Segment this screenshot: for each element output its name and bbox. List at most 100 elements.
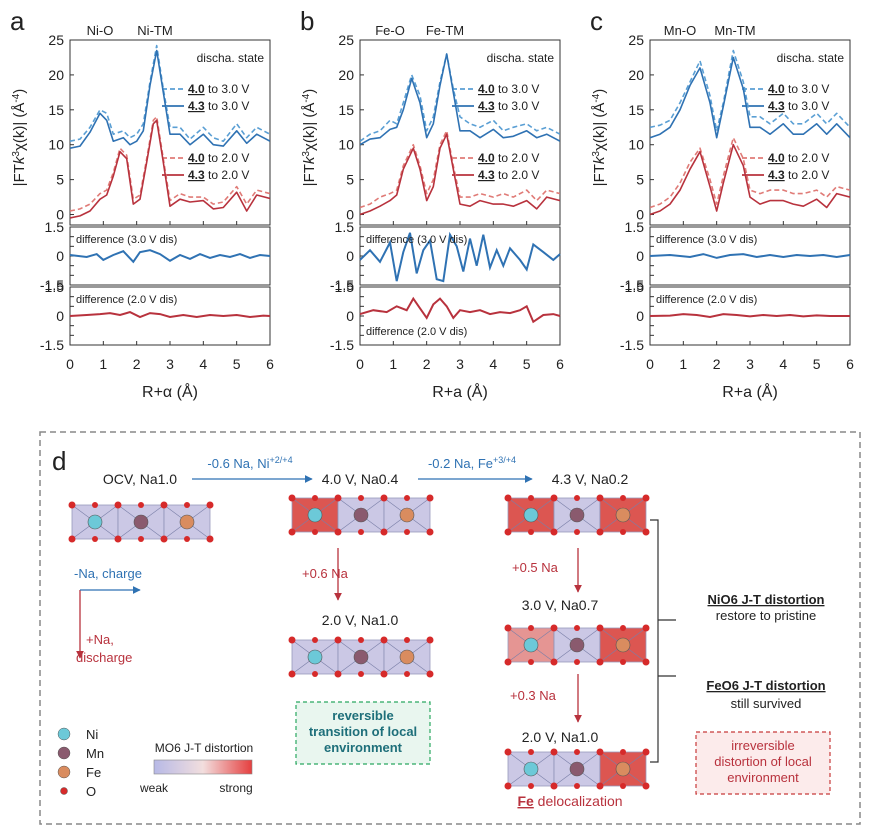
- diff-2v-line: [69, 311, 271, 319]
- element-label: Fe-TM: [426, 23, 464, 38]
- y-tick-label: -1.5: [620, 277, 644, 293]
- oxygen-atom: [596, 528, 604, 536]
- oxygen-atom: [334, 670, 342, 678]
- series-line: [650, 56, 850, 139]
- y-tick-label: 15: [338, 102, 354, 118]
- oxygen-atom: [574, 749, 580, 755]
- x-axis-label: R+α (Å): [142, 382, 198, 401]
- y-tick-label: 0: [636, 248, 644, 264]
- y-tick-label: 0: [56, 308, 64, 324]
- axis-discharge-label: discharge: [76, 650, 132, 665]
- panel-letter: b: [300, 6, 314, 36]
- x-tick-label: 4: [199, 356, 207, 372]
- oxygen-atom: [550, 748, 558, 756]
- oxygen-atom: [426, 636, 434, 644]
- panel-d-schematic: d OCV, Na1.0 4.0 V, Na0.4 4.3 V, Na0.2 2.0 V…: [39, 431, 861, 825]
- x-tick-label: 6: [846, 356, 854, 372]
- structure-2v-from-4-3v: [504, 748, 650, 790]
- diff-label: difference (3.0 V dis): [76, 234, 177, 246]
- y-tick-label: 0: [346, 207, 354, 223]
- oxygen-atom: [596, 624, 604, 632]
- oxygen-atom: [288, 670, 296, 678]
- step-label: +0.5 Na: [512, 560, 559, 575]
- oxygen-atom: [334, 528, 342, 536]
- y-tick-label: 25: [628, 32, 644, 48]
- state-label: OCV, Na1.0: [103, 471, 177, 487]
- irreversible-text: environment: [727, 770, 799, 785]
- x-tick-label: 5: [523, 356, 531, 372]
- x-tick-label: 0: [356, 356, 364, 372]
- bracket: [650, 519, 659, 763]
- x-tick-label: 2: [713, 356, 721, 372]
- y-tick-label: -1.5: [40, 337, 64, 353]
- irreversible-text: irreversible: [731, 738, 795, 753]
- metal-atom: [133, 514, 149, 530]
- legend-label: 4.0 to 2.0 V: [768, 151, 829, 165]
- oxygen-atom: [620, 659, 626, 665]
- diff-label: difference (2.0 V dis): [656, 294, 757, 306]
- element-label: Ni-O: [87, 23, 114, 38]
- atom-legend-label: Mn: [86, 746, 104, 761]
- oxygen-atom: [358, 671, 364, 677]
- y-tick-label: 5: [636, 172, 644, 188]
- state-label: discha. state: [487, 51, 555, 65]
- oxygen-atom: [288, 494, 296, 502]
- oxygen-atom: [528, 529, 534, 535]
- legend-label: 4.0 to 3.0 V: [188, 82, 249, 96]
- oxygen-atom: [380, 494, 388, 502]
- state-label: discha. state: [197, 51, 265, 65]
- axis-discharge-label: +Na,: [86, 632, 114, 647]
- diff-label: difference (3.0 V dis): [366, 234, 467, 246]
- y-tick-label: 20: [628, 67, 644, 83]
- x-tick-label: 2: [133, 356, 141, 372]
- y-tick-label: 0: [636, 308, 644, 324]
- legend-label: 4.3 to 3.0 V: [768, 99, 829, 113]
- diff-3v-line: [359, 231, 561, 283]
- x-tick-label: 1: [389, 356, 397, 372]
- reversible-box: [295, 701, 431, 765]
- oxygen-atom: [138, 536, 144, 542]
- metal-atom: [615, 637, 631, 653]
- oxygen-atom: [596, 782, 604, 790]
- structure-2v-from-4v: [288, 636, 434, 678]
- legend-label: 4.3 to 2.0 V: [478, 168, 539, 182]
- oxygen-atom: [288, 528, 296, 536]
- series-line: [70, 119, 270, 219]
- atom-legend-label: Fe: [86, 765, 101, 780]
- oxygen-atom: [528, 659, 534, 665]
- oxygen-atom: [642, 748, 650, 756]
- diff-2v-line: [359, 296, 561, 324]
- oxygen-atom: [312, 529, 318, 535]
- y-tick-label: 1.5: [45, 279, 65, 295]
- oxygen-atom: [574, 625, 580, 631]
- atom-legend-marker: [60, 787, 68, 795]
- oxygen-atom: [596, 748, 604, 756]
- structure-3v: [504, 624, 650, 666]
- oxygen-atom: [620, 495, 626, 501]
- oxygen-atom: [504, 658, 512, 666]
- element-label: Mn-O: [664, 23, 697, 38]
- reversible-text: transition of local: [309, 724, 417, 739]
- state-label: 2.0 V, Na1.0: [322, 612, 399, 628]
- metal-atom: [353, 507, 369, 523]
- oxygen-atom: [404, 529, 410, 535]
- legend-label: 4.0 to 3.0 V: [768, 82, 829, 96]
- oxygen-atom: [334, 494, 342, 502]
- metal-atom: [307, 649, 323, 665]
- oxygen-atom: [68, 501, 76, 509]
- oxygen-atom: [404, 637, 410, 643]
- oxygen-atom: [642, 528, 650, 536]
- oxygen-atom: [528, 749, 534, 755]
- y-tick-label: -1.5: [620, 337, 644, 353]
- y-tick-label: 0: [346, 248, 354, 264]
- series-line: [360, 133, 560, 216]
- diff-2v-line: [649, 313, 850, 319]
- x-axis-label: R+a (Å): [432, 382, 488, 401]
- oxygen-atom: [620, 625, 626, 631]
- oxygen-atom: [92, 536, 98, 542]
- oxygen-atom: [642, 494, 650, 502]
- oxygen-atom: [550, 494, 558, 502]
- oxygen-atom: [550, 624, 558, 632]
- oxygen-atom: [206, 501, 214, 509]
